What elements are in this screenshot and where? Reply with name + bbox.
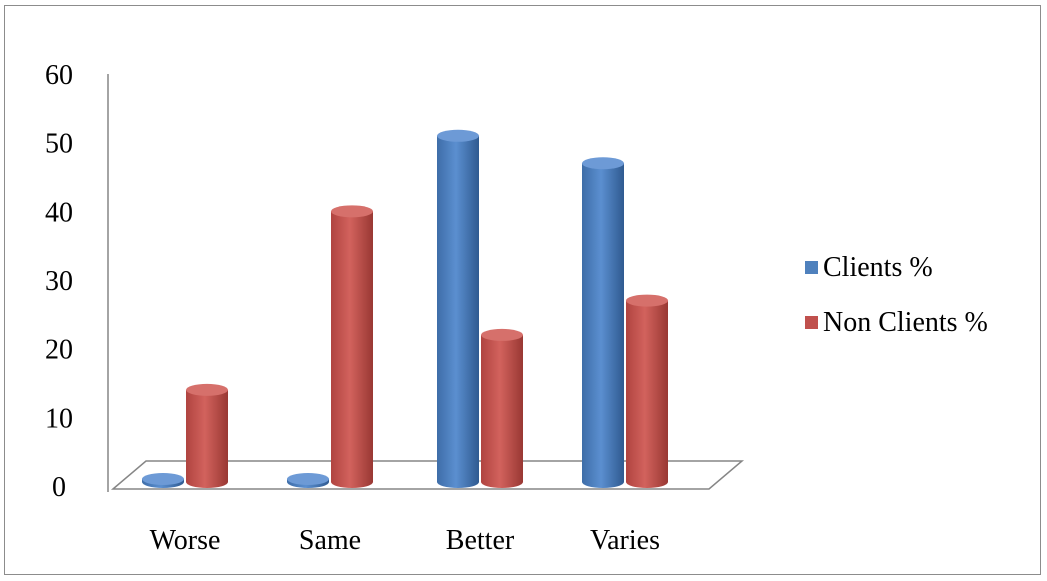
bar-chart: 0 10 20 30 40 50 60 Worse Same Better Varies Clien… [45, 60, 988, 556]
bar-top [437, 129, 479, 142]
legend-swatch [805, 261, 818, 274]
y-tick-label: 0 [52, 472, 66, 503]
chart-frame: 0 10 20 30 40 50 60 Worse Same Better Varies Clien… [4, 5, 1041, 575]
bar [287, 473, 329, 488]
y-tick-label: 40 [45, 197, 73, 228]
bar-body [331, 211, 373, 489]
bar [142, 473, 184, 488]
y-tick-label: 10 [45, 403, 73, 434]
bars-layer [142, 129, 668, 489]
bar [582, 157, 624, 488]
bar [626, 294, 668, 488]
bar-body [582, 163, 624, 488]
legend-label: Non Clients % [823, 307, 988, 338]
y-tick-label: 20 [45, 335, 73, 366]
bar [481, 328, 523, 488]
bar [186, 383, 228, 488]
bar-top [142, 473, 184, 485]
bar-top [331, 205, 373, 218]
y-tick-label: 50 [45, 129, 73, 160]
x-tick-label: Better [446, 525, 515, 556]
y-tick-label: 60 [45, 60, 73, 91]
legend-label: Clients % [823, 252, 933, 283]
bar-top [481, 328, 523, 341]
bar-top [626, 294, 668, 307]
bar [437, 129, 479, 489]
bar-body [626, 300, 668, 488]
bar [331, 205, 373, 489]
y-tick-label: 30 [45, 266, 73, 297]
x-tick-label: Varies [590, 525, 660, 556]
bar-body [437, 135, 479, 489]
bar-body [186, 389, 228, 488]
bar-top [582, 157, 624, 170]
labels-layer: 0 10 20 30 40 50 60 Worse Same Better Varies [45, 60, 660, 556]
x-tick-label: Same [299, 525, 361, 556]
legend-swatch [805, 316, 818, 329]
bar-top [287, 473, 329, 485]
bar-body [481, 334, 523, 488]
x-tick-label: Worse [150, 525, 221, 556]
legend: Clients % Non Clients % [805, 252, 988, 338]
bar-top [186, 383, 228, 396]
